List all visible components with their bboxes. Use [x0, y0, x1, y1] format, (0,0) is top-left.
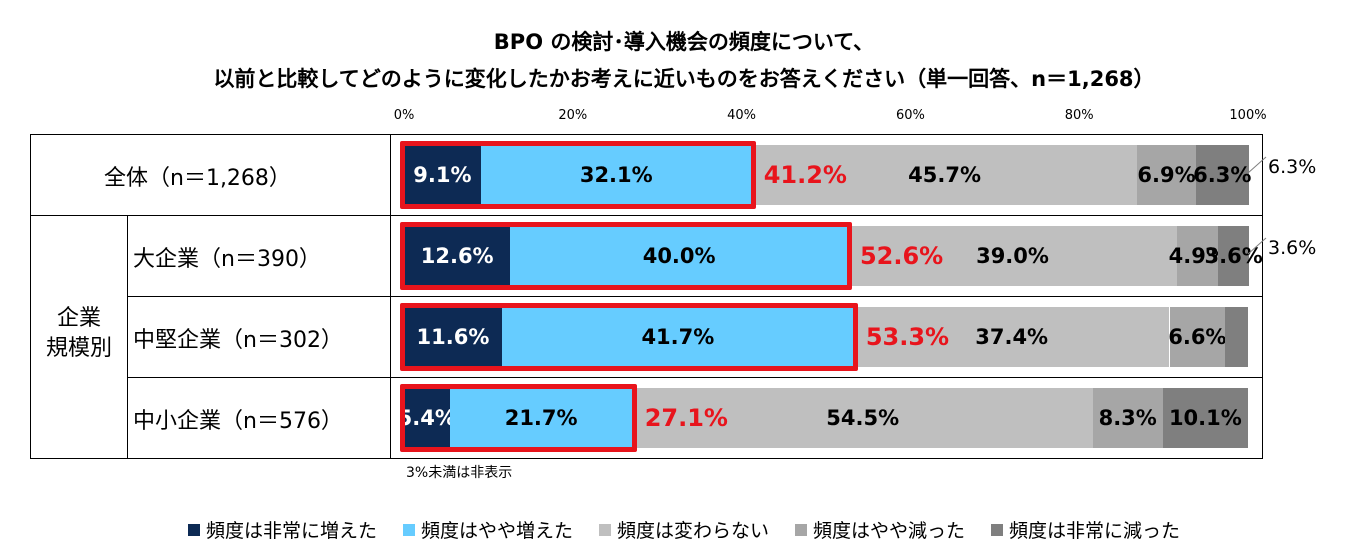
bar-segment — [1195, 145, 1249, 205]
data-label: 3.6% — [1204, 244, 1263, 268]
row-label: 全体（n＝1,268） — [104, 166, 291, 191]
legend-item: 頻度は非常に増えた — [187, 516, 377, 543]
increase-total-label: 27.1% — [644, 404, 728, 432]
bar-segment — [404, 307, 502, 367]
chart-title-line2: 以前と比較してどのように変化したかお考えに近いものをお答えください（単一回答、n… — [213, 67, 1155, 91]
data-label: 9.1% — [413, 163, 472, 187]
data-label: 37.4% — [975, 325, 1049, 349]
outside-data-label: 6.3% — [1268, 156, 1317, 178]
bar-segment — [853, 307, 1170, 367]
bar-segment — [510, 226, 848, 286]
data-label: 40.0% — [642, 244, 716, 268]
bar-segment — [1177, 226, 1219, 286]
data-label: 6.3% — [1193, 163, 1252, 187]
data-label: 54.5% — [826, 406, 900, 430]
footnote: 3%未満は非表示 — [406, 465, 513, 481]
increase-highlight-box — [400, 222, 852, 290]
data-label: 5.4% — [397, 406, 456, 430]
legend: 頻度は非常に増えた 頻度はやや増えた 頻度は変わらない 頻度はやや減った 頻度は非常に減… — [0, 516, 1368, 543]
x-tick-label: 0% — [393, 108, 415, 123]
data-label: 21.7% — [504, 406, 578, 430]
bar-segment — [1225, 307, 1248, 367]
x-tick-label: 40% — [727, 108, 757, 123]
bar-segment — [1169, 307, 1226, 367]
table-border-bottom — [30, 458, 1262, 459]
x-tick-label: 100% — [1229, 108, 1267, 123]
group-label-company-size: 企業 規模別 — [45, 306, 112, 361]
leader-line — [1247, 237, 1267, 255]
data-label: 4.9% — [1168, 244, 1227, 268]
row-label: 大企業（n＝390） — [133, 247, 321, 272]
bar-segment — [404, 226, 511, 286]
table-row-divider — [30, 215, 1262, 216]
increase-total-label: 41.2% — [763, 161, 847, 189]
x-tick-label: 80% — [1064, 108, 1094, 123]
table-group-divider — [127, 215, 128, 458]
bar-segment — [1218, 226, 1249, 286]
data-label: 8.3% — [1098, 406, 1157, 430]
legend-label: 頻度はやや減った — [813, 520, 966, 542]
legend-item: 頻度はやや増えた — [402, 516, 573, 543]
x-tick-label: 20% — [558, 108, 588, 123]
bar-segment — [501, 307, 854, 367]
legend-label: 頻度は非常に減った — [1009, 520, 1181, 542]
legend-swatch — [991, 523, 1004, 536]
row-label: 中小企業（n＝576） — [133, 409, 343, 434]
bar-segment — [1092, 388, 1163, 448]
bar-segment — [404, 388, 450, 448]
legend-swatch — [795, 523, 807, 536]
data-label: 41.7% — [641, 325, 715, 349]
data-label: 11.6% — [416, 325, 490, 349]
data-label: 39.0% — [976, 244, 1049, 268]
table-row-divider — [127, 377, 1262, 378]
increase-highlight-box — [400, 303, 858, 371]
table-border-left — [30, 134, 31, 458]
leader-line — [1247, 156, 1267, 174]
data-label: 32.1% — [579, 163, 653, 187]
row-label: 中堅企業（n＝302） — [133, 328, 343, 353]
table-border-top — [30, 134, 1262, 135]
outside-data-label: 3.6% — [1268, 237, 1317, 259]
bar-segment — [751, 145, 1138, 205]
table-border-right — [1262, 134, 1263, 459]
increase-highlight-box — [400, 384, 637, 452]
data-label: 45.7% — [908, 163, 982, 187]
legend-label: 頻度は非常に増えた — [205, 520, 377, 542]
bar-segment — [449, 388, 633, 448]
legend-label: 頻度は変わらない — [616, 520, 769, 542]
data-label: 10.1% — [1168, 406, 1242, 430]
bar-segment — [1162, 388, 1248, 448]
bar-segment — [404, 145, 481, 205]
increase-total-label: 53.3% — [865, 323, 950, 351]
data-label: 12.6% — [420, 244, 494, 268]
increase-highlight-box — [400, 141, 756, 209]
legend-label: 頻度はやや増えた — [420, 520, 573, 542]
legend-swatch — [598, 523, 611, 536]
data-label: 6.6% — [1168, 325, 1227, 349]
increase-total-label: 52.6% — [859, 242, 944, 270]
legend-swatch — [402, 523, 415, 536]
legend-swatch — [187, 523, 200, 536]
bar-segment — [847, 226, 1178, 286]
chart-title-line1: BPO の検討･導入機会の頻度について、 — [493, 30, 875, 54]
table-row-divider — [127, 296, 1262, 297]
legend-item: 頻度は非常に減った — [991, 516, 1180, 543]
bar-segment — [632, 388, 1093, 448]
bar-segment — [480, 145, 752, 205]
x-tick-label: 60% — [895, 108, 925, 123]
data-label: 6.9% — [1137, 163, 1196, 187]
legend-item: 頻度はやや減った — [795, 516, 965, 543]
bar-segment — [1137, 145, 1196, 205]
legend-item: 頻度は変わらない — [598, 516, 769, 543]
